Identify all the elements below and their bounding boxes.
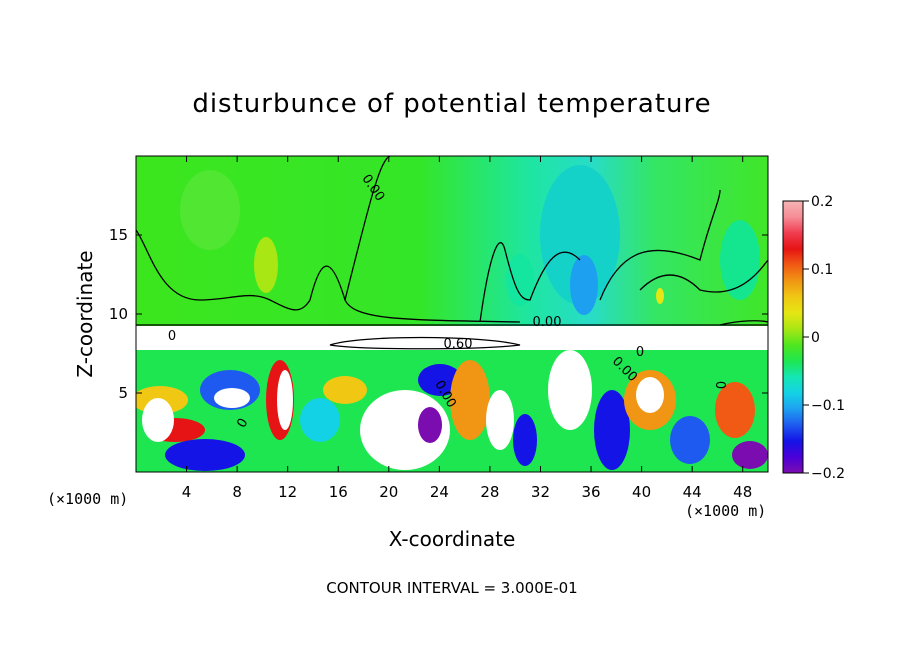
x-tick-label: 12 xyxy=(278,483,297,501)
plot-area xyxy=(136,156,768,472)
x-unit-left: (×1000 m) xyxy=(47,490,128,508)
colorbar-tick-label: −0.2 xyxy=(811,466,845,482)
contour-interval-note: CONTOUR INTERVAL = 3.000E-01 xyxy=(326,579,577,597)
lower-blobs xyxy=(136,350,768,471)
y-tick-label: 10 xyxy=(109,305,128,323)
x-tick-label: 48 xyxy=(733,483,752,501)
y-tick-label: 5 xyxy=(118,384,128,402)
contour-lines xyxy=(136,156,768,350)
contour-label: 0 xyxy=(712,381,727,389)
contour-label: 0 xyxy=(636,345,644,360)
upper-blobs xyxy=(180,165,760,315)
y-axis-label: Z-coordinate xyxy=(73,250,97,377)
x-tick-label: 16 xyxy=(329,483,348,501)
x-tick-label: 40 xyxy=(632,483,651,501)
upper-field xyxy=(136,156,768,336)
y-tick-label: 15 xyxy=(109,226,128,244)
x-tick-label: 20 xyxy=(379,483,398,501)
colorbar-tick-label: 0 xyxy=(811,330,820,346)
y-axis: 5 10 15 xyxy=(109,226,768,402)
colorbar-tick-label: 0.2 xyxy=(811,194,833,210)
x-axis: 4 8 12 16 20 24 28 32 36 40 44 48 xyxy=(182,156,752,501)
contour-label: 0 xyxy=(168,329,176,344)
x-axis-label: X-coordinate xyxy=(389,527,516,551)
contour-label: 0.00 xyxy=(533,315,562,330)
x-tick-label: 8 xyxy=(232,483,242,501)
colorbar-tick-label: −0.1 xyxy=(811,398,845,414)
chart-title: disturbunce of potential temperature xyxy=(192,89,711,119)
x-tick-label: 28 xyxy=(480,483,499,501)
colorbar-tick-label: 0.1 xyxy=(811,262,833,278)
x-tick-label: 44 xyxy=(683,483,702,501)
x-tick-label: 36 xyxy=(581,483,600,501)
colorbar: −0.2 −0.1 0 0.1 0.2 xyxy=(782,194,845,482)
x-tick-label: 32 xyxy=(531,483,550,501)
x-tick-label: 4 xyxy=(182,483,192,501)
x-tick-label: 24 xyxy=(430,483,449,501)
x-unit-right: (×1000 m) xyxy=(685,502,766,520)
inversion-band xyxy=(136,326,768,352)
contour-label: 0.60 xyxy=(444,337,473,352)
colorbar-fill xyxy=(783,201,803,473)
